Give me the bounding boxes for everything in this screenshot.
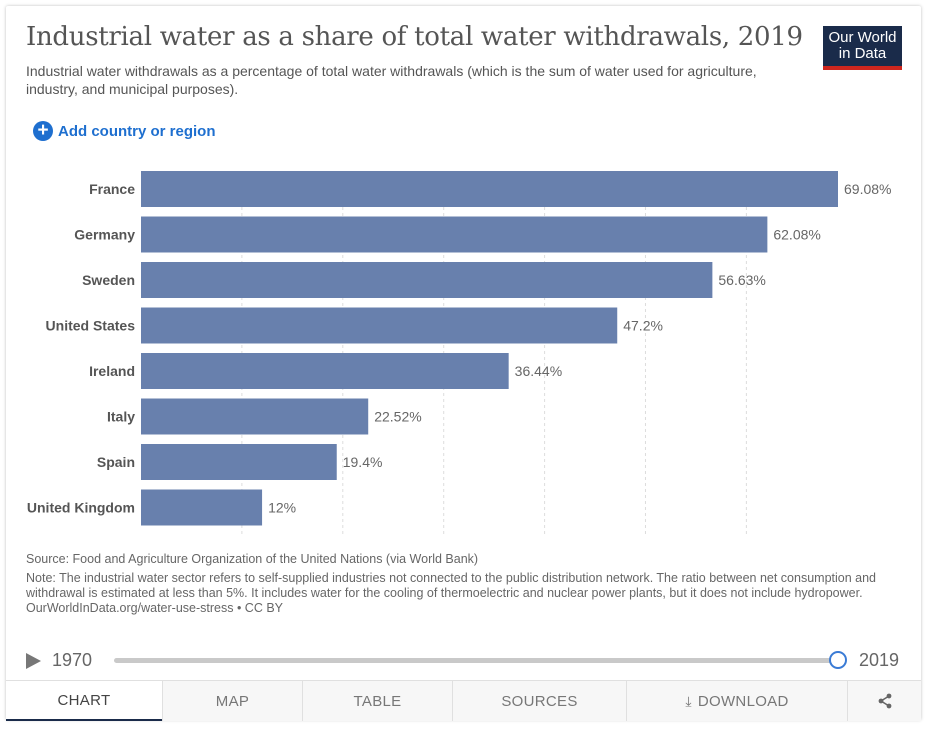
- value-label: 56.63%: [718, 272, 765, 288]
- bar-italy: [141, 398, 369, 435]
- bar-sweden: [141, 262, 713, 298]
- country-label: United States: [46, 318, 136, 334]
- share-icon: [878, 693, 891, 709]
- tab-chart[interactable]: CHART: [6, 681, 162, 721]
- bar-spain: [141, 444, 337, 480]
- source-text: Source: Food and Agriculture Organizatio…: [26, 552, 479, 566]
- timeline-handle[interactable]: [829, 651, 847, 669]
- bar-ireland: [141, 353, 509, 389]
- timeline-start-year: 1970: [52, 650, 93, 670]
- download-icon: ⤓: [685, 692, 692, 709]
- country-label: United Kingdom: [27, 500, 135, 516]
- tab-map-label: MAP: [215, 692, 250, 710]
- tab-chart-label: CHART: [57, 691, 111, 709]
- chart-footer: Source: Food and Agriculture Organizatio…: [26, 552, 886, 616]
- timeline-end-year: 2019: [859, 650, 900, 670]
- value-label: 12%: [268, 500, 296, 516]
- logo-line-2: in Data: [838, 45, 887, 62]
- value-label: 22.52%: [374, 409, 421, 425]
- tab-sources-label: SOURCES: [501, 692, 578, 710]
- country-label: France: [89, 181, 135, 197]
- play-icon[interactable]: [26, 653, 41, 669]
- value-label: 47.2%: [623, 318, 663, 334]
- timeline-track[interactable]: [114, 658, 839, 663]
- country-label: Germany: [74, 227, 135, 243]
- tab-download[interactable]: ⤓ DOWNLOAD: [626, 681, 847, 721]
- timeline: 1970 2019: [26, 648, 906, 674]
- url-license-text[interactable]: OurWorldInData.org/water-use-stress • CC…: [26, 601, 284, 615]
- value-label: 36.44%: [515, 363, 562, 379]
- bar-germany: [141, 216, 768, 253]
- value-label: 62.08%: [773, 227, 820, 243]
- tab-bar: CHART MAP TABLE SOURCES ⤓ DOWNLOAD: [6, 680, 921, 721]
- bar-united-kingdom: [141, 489, 263, 526]
- country-label: Spain: [97, 454, 135, 470]
- chart-subtitle: Industrial water withdrawals as a percen…: [26, 63, 757, 97]
- value-label: 69.08%: [844, 181, 891, 197]
- tab-map[interactable]: MAP: [162, 681, 302, 721]
- tab-table[interactable]: TABLE: [302, 681, 452, 721]
- country-label: Ireland: [89, 363, 135, 379]
- note-text: Note: The industrial water sector refers…: [26, 571, 877, 600]
- country-label: Sweden: [82, 272, 135, 288]
- add-country-label: Add country or region: [58, 122, 216, 140]
- country-label: Italy: [107, 409, 135, 425]
- share-button[interactable]: [847, 681, 921, 721]
- tab-download-label: DOWNLOAD: [697, 692, 789, 710]
- plus-circle-icon: +: [33, 121, 53, 141]
- bar-chart: France 69.08% Germany 62.08% Sweden 56.63% Uni…: [27, 171, 891, 535]
- logo-line-1: Our World: [828, 29, 897, 46]
- chart-title: Industrial water as a share of total wat…: [26, 22, 803, 52]
- owid-logo[interactable]: Our World in Data: [823, 26, 902, 70]
- value-label: 19.4%: [343, 454, 383, 470]
- tab-sources[interactable]: SOURCES: [452, 681, 626, 721]
- add-country-button[interactable]: + Add country or region: [33, 121, 216, 141]
- bar-france: [141, 171, 838, 207]
- tab-table-label: TABLE: [353, 692, 402, 710]
- bar-united-states: [141, 307, 618, 344]
